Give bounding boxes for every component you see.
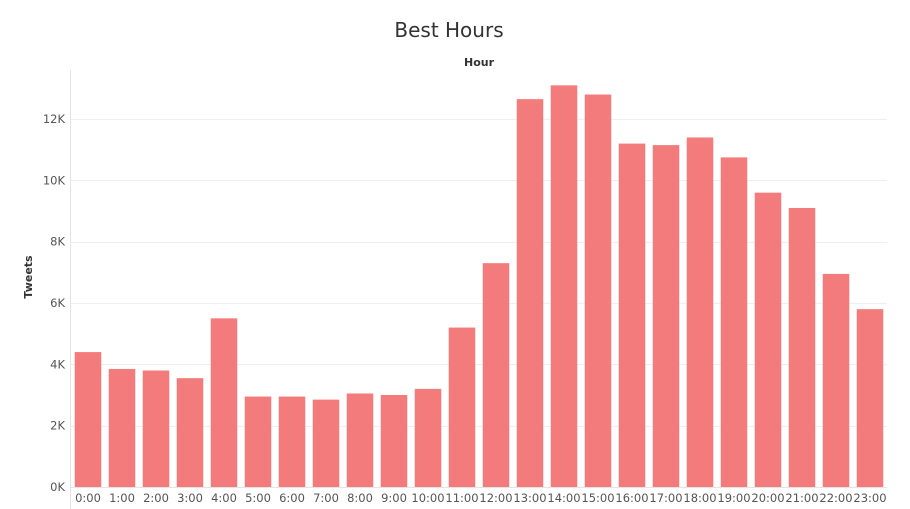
y-tick-labels: 0K 2K 4K 6K 8K 10K 12K	[43, 112, 66, 494]
x-tick-label: 16:00	[615, 491, 648, 505]
y-tick-label: 8K	[50, 235, 65, 249]
x-tick-label: 9:00	[381, 491, 407, 505]
bar-10-00[interactable]	[414, 388, 442, 487]
x-tick-label: 14:00	[547, 491, 580, 505]
bar-4-00[interactable]	[210, 318, 238, 487]
x-tick-labels: 0:00 1:00 2:00 3:00 4:00 5:00 6:00 7:00 8:00 9:00…	[75, 491, 886, 505]
y-tick-label: 10K	[43, 173, 66, 187]
x-tick-label: 8:00	[347, 491, 373, 505]
y-axis-title: Tweets	[22, 255, 35, 299]
x-tick-label: 13:00	[513, 491, 546, 505]
bar-6-00[interactable]	[278, 396, 306, 487]
bar-8-00[interactable]	[346, 393, 374, 487]
x-tick-label: 17:00	[649, 491, 682, 505]
bar-2-00[interactable]	[142, 370, 170, 487]
bar-1-00[interactable]	[108, 368, 136, 487]
x-tick-label: 10:00	[411, 491, 444, 505]
x-tick-label: 1:00	[109, 491, 135, 505]
x-tick-label: 3:00	[177, 491, 203, 505]
x-tick-label: 0:00	[75, 491, 101, 505]
x-tick-label: 12:00	[479, 491, 512, 505]
bar-18-00[interactable]	[686, 137, 714, 488]
column-header: Hour	[464, 56, 495, 69]
bar-12-00[interactable]	[482, 263, 510, 487]
y-tick-label: 2K	[50, 419, 65, 433]
bar-21-00[interactable]	[788, 207, 816, 487]
x-tick-label: 20:00	[751, 491, 784, 505]
bar-13-00[interactable]	[516, 99, 544, 488]
bar-7-00[interactable]	[312, 399, 340, 487]
bar-19-00[interactable]	[720, 157, 748, 487]
x-tick-label: 19:00	[717, 491, 750, 505]
x-tick-label: 11:00	[445, 491, 478, 505]
bar-23-00[interactable]	[856, 309, 884, 487]
x-tick-label: 7:00	[313, 491, 339, 505]
y-tick-label: 0K	[50, 480, 65, 494]
y-tick-label: 4K	[50, 357, 65, 371]
bar-0-00[interactable]	[74, 352, 102, 487]
chart-title: Best Hours	[394, 18, 503, 42]
y-tick-label: 6K	[50, 296, 65, 310]
x-tick-label: 4:00	[211, 491, 237, 505]
x-tick-label: 15:00	[581, 491, 614, 505]
bar-22-00[interactable]	[822, 273, 850, 487]
bar-5-00[interactable]	[244, 396, 272, 487]
y-tick-label: 12K	[43, 112, 66, 126]
bar-9-00[interactable]	[380, 395, 408, 487]
axes	[70, 70, 887, 509]
bar-15-00[interactable]	[584, 94, 612, 487]
bar-14-00[interactable]	[550, 85, 578, 488]
x-tick-label: 5:00	[245, 491, 271, 505]
x-tick-label: 6:00	[279, 491, 305, 505]
bar-17-00[interactable]	[652, 145, 680, 487]
x-tick-label: 18:00	[683, 491, 716, 505]
bar-20-00[interactable]	[754, 192, 782, 487]
gridlines	[71, 119, 887, 427]
bars	[74, 85, 884, 488]
x-tick-label: 23:00	[853, 491, 886, 505]
x-tick-label: 2:00	[143, 491, 169, 505]
bar-11-00[interactable]	[448, 327, 476, 487]
bar-16-00[interactable]	[618, 143, 646, 487]
x-tick-label: 21:00	[785, 491, 818, 505]
bar-3-00[interactable]	[176, 378, 204, 487]
x-tick-label: 22:00	[819, 491, 852, 505]
